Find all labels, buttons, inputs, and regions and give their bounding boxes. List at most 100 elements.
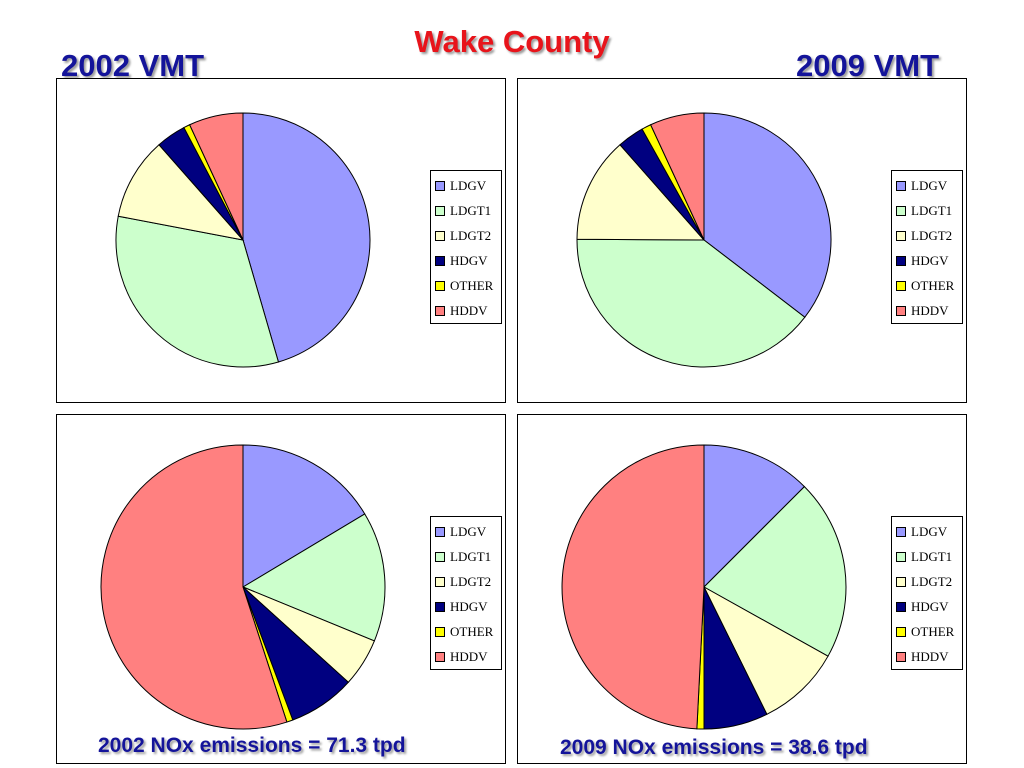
legend-item-ldgt1: LDGT1 [896,544,958,569]
legend-swatch [435,626,445,637]
pie-slice-ldgv [242,112,371,363]
legend-swatch [435,180,445,191]
legend-label: LDGT2 [450,573,492,589]
legend-swatch [435,651,445,662]
legend-item-hddv: HDDV [896,644,958,669]
legend-label: LDGV [450,177,487,193]
chart-panel-2009-vmt: LDGV LDGT1 LDGT2 HDGV OTHER HDDV [517,78,967,403]
legend-label: OTHER [450,277,494,293]
legend-swatch [896,255,906,266]
chart-panel-2009-nox: LDGV LDGT1 LDGT2 HDGV OTHER HDDV [517,414,967,764]
pie-chart-2009-nox [561,444,847,730]
legend-label: HDGV [450,252,488,268]
legend-swatch [435,551,445,562]
legend-label: LDGT1 [911,548,953,564]
legend-label: HDDV [450,648,488,664]
legend-item-ldgt2: LDGT2 [435,223,497,248]
legend-item-ldgv: LDGV [896,173,958,198]
legend-swatch [896,230,906,241]
legend-label: LDGV [450,523,487,539]
pie-slice-ldgt2 [702,585,829,715]
legend-2002-nox: LDGV LDGT1 LDGT2 HDGV OTHER HDDV [430,516,502,670]
chart-panel-2002-vmt: LDGV LDGT1 LDGT2 HDGV OTHER HDDV [56,78,506,403]
pie-slice-ldgt1 [241,513,386,642]
legend-label: OTHER [911,623,955,639]
legend-swatch [435,255,445,266]
legend-item-ldgt2: LDGT2 [896,569,958,594]
header-2002-vmt: 2002 VMT [61,48,205,83]
legend-item-other: OTHER [896,619,958,644]
legend-swatch [896,205,906,216]
legend-label: LDGT2 [911,227,953,243]
legend-swatch [896,626,906,637]
legend-item-ldgv: LDGV [435,519,497,544]
legend-label: HDGV [911,598,949,614]
legend-item-hddv: HDDV [435,644,497,669]
pie-chart-2002-vmt [115,112,371,368]
pie-chart-2009-vmt [576,112,832,368]
chart-panel-2002-nox: LDGV LDGT1 LDGT2 HDGV OTHER HDDV [56,414,506,764]
pie-slice-ldgv [703,112,832,318]
caption-2009-nox: 2009 NOx emissions = 38.6 tpd [560,736,868,759]
legend-item-ldgt2: LDGT2 [435,569,497,594]
legend-label: LDGV [911,177,948,193]
pie-slice-hddv [100,444,288,730]
legend-swatch [896,576,906,587]
legend-label: LDGT1 [450,202,492,218]
pie-slice-ldgt1 [703,485,847,657]
pie-slice-hddv [649,112,705,241]
legend-label: OTHER [450,623,494,639]
page-title: Wake County [414,24,610,59]
legend-swatch [896,526,906,537]
legend-swatch [435,601,445,612]
legend-item-other: OTHER [896,273,958,298]
legend-item-hdgv: HDGV [896,594,958,619]
legend-label: LDGV [911,523,948,539]
pie-slice-ldgt2 [576,144,706,241]
legend-swatch [896,551,906,562]
legend-label: HDGV [911,252,949,268]
legend-swatch [435,526,445,537]
legend-swatch [435,280,445,291]
legend-swatch [896,180,906,191]
legend-swatch [896,651,906,662]
legend-label: HDDV [450,302,488,318]
legend-item-ldgt1: LDGT1 [896,198,958,223]
caption-2002-nox: 2002 NOx emissions = 71.3 tpd [98,734,406,757]
legend-item-other: OTHER [435,619,497,644]
legend-swatch [435,205,445,216]
legend-item-ldgt2: LDGT2 [896,223,958,248]
legend-item-hdgv: HDGV [896,248,958,273]
pie-slice-ldgv [703,444,806,589]
pie-slice-ldgt1 [115,215,280,368]
legend-item-hddv: HDDV [435,298,497,323]
pie-slice-hddv [188,112,244,241]
legend-label: LDGT1 [911,202,953,218]
header-2009-vmt: 2009 VMT [796,48,940,83]
legend-swatch [435,305,445,316]
pie-chart-2002-nox [100,444,386,730]
legend-item-hdgv: HDGV [435,594,497,619]
legend-item-ldgt1: LDGT1 [435,198,497,223]
legend-label: LDGT2 [450,227,492,243]
pie-slice-ldgv [242,444,366,588]
legend-item-ldgv: LDGV [435,173,497,198]
legend-2002-vmt: LDGV LDGT1 LDGT2 HDGV OTHER HDDV [430,170,502,324]
legend-label: HDGV [450,598,488,614]
legend-swatch [896,280,906,291]
legend-2009-nox: LDGV LDGT1 LDGT2 HDGV OTHER HDDV [891,516,963,670]
legend-item-hdgv: HDGV [435,248,497,273]
legend-item-ldgt1: LDGT1 [435,544,497,569]
legend-swatch [435,576,445,587]
legend-item-hddv: HDDV [896,298,958,323]
legend-label: HDDV [911,302,949,318]
legend-label: OTHER [911,277,955,293]
legend-swatch [896,601,906,612]
legend-label: HDDV [911,648,949,664]
legend-2009-vmt: LDGV LDGT1 LDGT2 HDGV OTHER HDDV [891,170,963,324]
pie-slice-hddv [561,444,705,730]
legend-label: LDGT1 [450,548,492,564]
legend-label: LDGT2 [911,573,953,589]
pie-slice-ldgt1 [576,238,806,368]
legend-item-ldgv: LDGV [896,519,958,544]
